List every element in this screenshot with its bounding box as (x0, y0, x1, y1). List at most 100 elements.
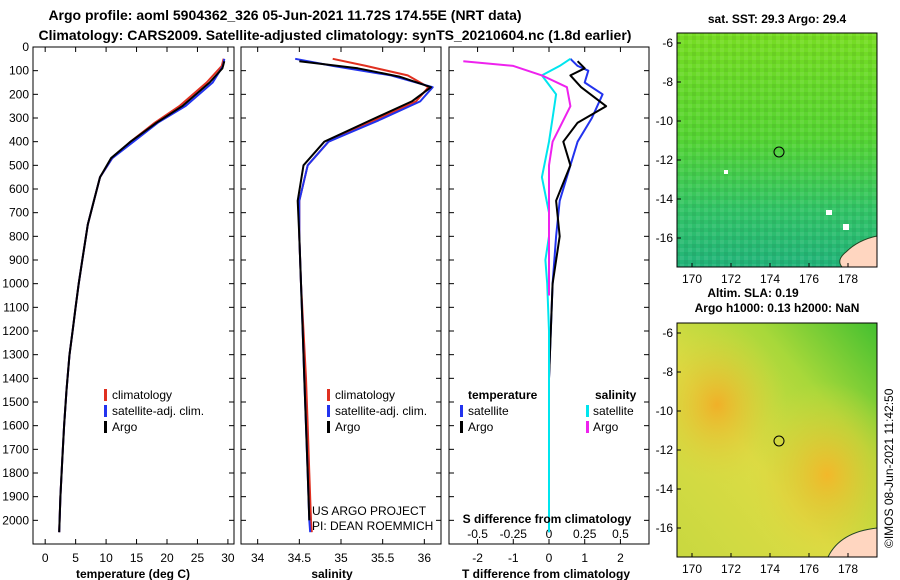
map-y-tick-label: -12 (656, 443, 674, 457)
salinity-x-axis: 34 34.5 35 35.5 36 (251, 47, 431, 565)
sla-map-frame (676, 322, 878, 558)
x-tick-label: 34.5 (288, 551, 312, 565)
map-y-tick-label: -10 (656, 404, 674, 418)
x-tick-label: 30 (221, 551, 235, 565)
map-x-tick-label: 172 (721, 272, 741, 286)
sst-float-marker (773, 146, 785, 158)
legend-swatch-satellite (327, 405, 330, 417)
s-tick-label: -0.5 (467, 527, 488, 541)
y-tick-label: 800 (9, 229, 29, 243)
temperature-legend: climatology satellite-adj. clim. Argo (104, 388, 204, 434)
x-tick-label: 0 (42, 551, 49, 565)
map-x-tick-label: 178 (838, 272, 858, 286)
legend-label-climatology: climatology (335, 388, 395, 402)
x-tick-label: 20 (160, 551, 174, 565)
series-line-salinity-argo (463, 60, 572, 296)
map-x-tick-label: 176 (799, 562, 819, 576)
map-y-tick-label: -14 (656, 192, 674, 206)
y-tick-label: 1100 (3, 300, 29, 314)
s-tick-label: 0 (546, 527, 553, 541)
legend-swatch-climatology (104, 389, 107, 401)
y-tick-label: 900 (9, 253, 29, 267)
sst-cloud-mask (843, 224, 849, 230)
salinity-series (295, 57, 434, 533)
map-y-tick-label: -16 (656, 231, 674, 245)
x-tick-label: 35.5 (371, 551, 395, 565)
y-tick-label: 400 (9, 135, 29, 149)
temperature-plot-frame (32, 46, 235, 545)
legend-label-climatology: climatology (112, 388, 172, 402)
y-tick-label: 1300 (2, 348, 29, 362)
legend-label-satellite: satellite-adj. clim. (335, 404, 427, 418)
legend-swatch-argo (104, 421, 107, 433)
temperature-series (58, 58, 226, 533)
title-line-2: Climatology: CARS2009. Satellite-adjuste… (39, 27, 632, 43)
map-x-tick-label: 170 (682, 562, 702, 576)
y-tick-label: 1000 (2, 277, 29, 291)
y-tick-label: 200 (9, 87, 29, 101)
x-tick-label: 0 (546, 551, 553, 565)
map-y-tick-label: -6 (662, 326, 673, 340)
y-tick-label: 1700 (2, 442, 29, 456)
temperature-panel: 0100200300400500600700800900100011001200… (2, 40, 235, 580)
project-credit: US ARGO PROJECT (312, 504, 427, 518)
s-difference-label: S difference from climatology (463, 512, 632, 526)
x-tick-label: -1 (508, 551, 519, 565)
map-y-tick-label: -10 (656, 114, 674, 128)
sst-cloud-mask (724, 170, 728, 174)
sla-map-title-2: Argo h1000: 0.13 h2000: NaN (695, 301, 860, 315)
sst-map-title: sat. SST: 29.3 Argo: 29.4 (708, 12, 847, 26)
salinity-depth-ticks (241, 46, 441, 521)
x-tick-label: 35 (334, 551, 348, 565)
series-line-argo (58, 60, 226, 533)
legend-temperature-heading: temperature (468, 388, 538, 402)
sst-map-panel: sat. SST: 29.3 Argo: 29.4 170 172 174 176 17… (656, 12, 878, 286)
imos-credit: ©IMOS 08-Jun-2021 11:42:50 (882, 388, 896, 548)
y-tick-label: 500 (9, 158, 29, 172)
legend-label-argo: Argo (112, 420, 138, 434)
x-tick-label: 5 (72, 551, 79, 565)
y-tick-label: 0 (22, 40, 29, 54)
legend-label-t-satellite: satellite (468, 404, 509, 418)
x-tick-label: 10 (99, 551, 113, 565)
salinity-x-label: salinity (311, 567, 353, 580)
y-tick-label: 1400 (2, 371, 29, 385)
y-tick-label: 300 (9, 111, 29, 125)
difference-depth-ticks (449, 46, 649, 521)
legend-label-s-argo: Argo (593, 420, 619, 434)
map-x-tick-label: 176 (799, 272, 819, 286)
temperature-x-axis: 0 5 10 15 20 25 30 (42, 47, 235, 565)
map-y-tick-label: -6 (662, 36, 673, 50)
series-line-argo (296, 60, 432, 521)
salinity-plot-frame (240, 46, 442, 545)
y-tick-label: 1800 (2, 466, 29, 480)
salinity-legend: climatology satellite-adj. clim. Argo (327, 388, 427, 434)
pi-credit: PI: DEAN ROEMMICH (312, 519, 433, 533)
legend-swatch-satellite (104, 405, 107, 417)
difference-panel: -2 -1 0 1 2 -0.5 -0.25 0 0.25 0.5 T difference fr… (448, 46, 650, 580)
map-x-tick-label: 174 (760, 272, 780, 286)
y-tick-label: 100 (9, 64, 29, 78)
legend-swatch-t-argo (460, 421, 463, 433)
legend-label-s-satellite: satellite (593, 404, 634, 418)
map-x-tick-label: 170 (682, 272, 702, 286)
legend-swatch-climatology (327, 389, 330, 401)
x-tick-label: -2 (472, 551, 483, 565)
y-tick-label: 1600 (2, 419, 29, 433)
x-tick-label: 36 (418, 551, 432, 565)
map-x-tick-label: 178 (838, 562, 858, 576)
x-tick-label: 25 (191, 551, 205, 565)
legend-label-t-argo: Argo (468, 420, 494, 434)
depth-axis: 0 100 200 300 400 500 600 700 800 900 1000 1100 1200… (2, 40, 234, 527)
s-tick-label: -0.25 (500, 527, 528, 541)
title-line-1: Argo profile: aoml 5904362_326 05-Jun-20… (48, 7, 521, 23)
sst-heatmap-texture (677, 33, 877, 267)
legend-swatch-s-argo (586, 421, 589, 433)
legend-salinity-heading: salinity (595, 388, 637, 402)
y-tick-label: 600 (9, 182, 29, 196)
legend-swatch-t-satellite (460, 405, 463, 417)
legend-label-satellite: satellite-adj. clim. (112, 404, 204, 418)
sla-map-panel: Altim. SLA: 0.19 Argo h1000: 0.13 h2000:… (656, 286, 896, 576)
